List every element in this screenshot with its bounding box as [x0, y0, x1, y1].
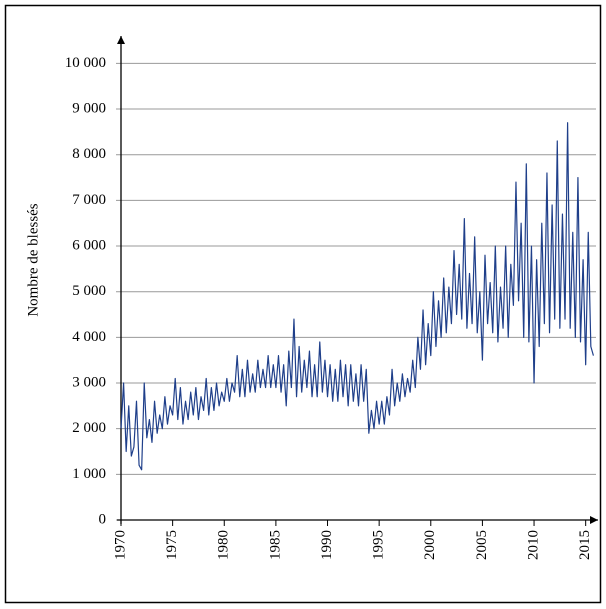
y-axis-arrow [117, 36, 125, 44]
x-tick-label: 1970 [112, 530, 128, 560]
x-tick-label: 2005 [474, 530, 490, 560]
y-tick-label: 4 000 [72, 329, 106, 345]
x-tick-label: 1975 [164, 530, 180, 560]
x-tick-label: 1985 [267, 530, 283, 560]
y-tick-label: 10 000 [65, 55, 106, 71]
data-line [120, 122, 594, 471]
y-tick-label: 1 000 [72, 466, 106, 482]
x-tick-label: 1995 [371, 530, 387, 560]
y-tick-label: 8 000 [72, 146, 106, 162]
y-tick-label: 9 000 [72, 100, 106, 116]
x-tick-label: 2015 [577, 530, 593, 560]
y-tick-label: 2 000 [72, 420, 106, 436]
y-tick-label: 6 000 [72, 237, 106, 253]
y-tick-label: 5 000 [72, 283, 106, 299]
y-tick-label: 7 000 [72, 192, 106, 208]
x-tick-label: 1980 [216, 530, 232, 560]
x-tick-label: 2000 [422, 530, 438, 560]
frame [4, 4, 602, 604]
x-tick-label: 2010 [525, 530, 541, 560]
x-axis-arrow [590, 516, 598, 524]
y-axis-label: Nombre de blessés [25, 203, 41, 316]
x-tick-label: 1990 [319, 530, 335, 560]
y-tick-label: 0 [99, 511, 107, 527]
y-tick-label: 3 000 [72, 374, 106, 390]
